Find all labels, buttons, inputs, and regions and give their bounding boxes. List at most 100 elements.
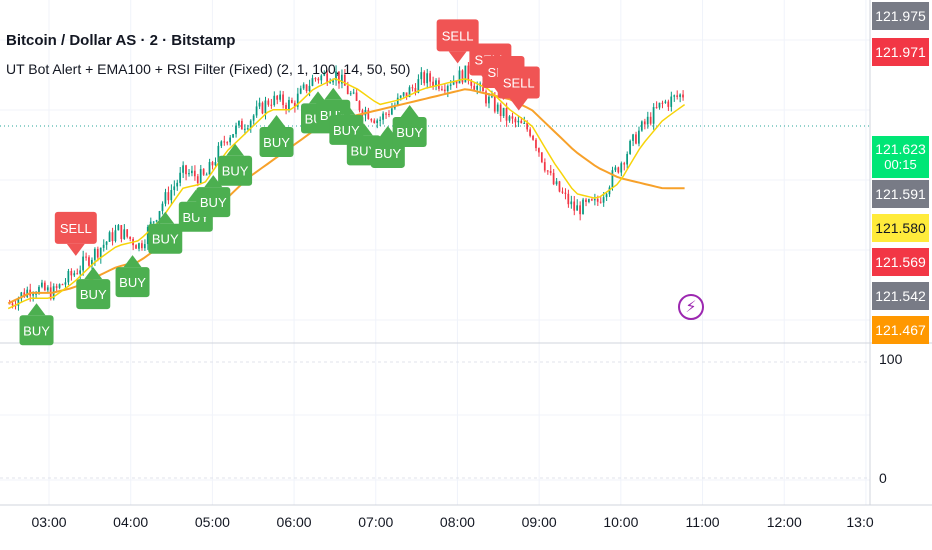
sell-arrow bbox=[509, 98, 528, 111]
candle bbox=[223, 135, 226, 146]
candle-body bbox=[593, 198, 596, 201]
candle-body bbox=[79, 270, 81, 274]
candle-body bbox=[302, 84, 305, 89]
candle bbox=[390, 102, 393, 116]
candle bbox=[573, 196, 576, 216]
candle-body bbox=[555, 181, 558, 185]
buy-arrow bbox=[400, 105, 419, 118]
candle bbox=[540, 152, 543, 164]
candle bbox=[46, 285, 49, 293]
candle bbox=[611, 166, 614, 191]
candle bbox=[373, 118, 376, 124]
candle-body bbox=[629, 140, 631, 154]
candle-body bbox=[41, 282, 43, 287]
candle-body bbox=[535, 139, 537, 149]
buy-signal: BUY bbox=[196, 175, 231, 218]
candle bbox=[496, 102, 499, 114]
candle-body bbox=[229, 137, 231, 143]
candle-body bbox=[11, 303, 14, 306]
candle bbox=[99, 247, 102, 264]
candle bbox=[296, 87, 299, 110]
candle-body bbox=[385, 113, 387, 115]
candle bbox=[120, 224, 123, 243]
candle-body bbox=[235, 125, 237, 135]
buy-arrow bbox=[337, 102, 356, 115]
candle-body bbox=[532, 135, 534, 140]
candle bbox=[402, 92, 405, 99]
candle-body bbox=[88, 257, 90, 266]
candle-body bbox=[158, 211, 161, 221]
candle bbox=[240, 118, 243, 130]
candle-body bbox=[173, 186, 176, 191]
time-tick-label: 08:00 bbox=[439, 514, 475, 530]
candle-body bbox=[349, 93, 352, 95]
candle-body bbox=[232, 134, 234, 138]
price-tag: 121.542 bbox=[872, 282, 929, 310]
time-tick-label: 07:00 bbox=[358, 514, 394, 530]
candle bbox=[358, 100, 361, 113]
candle-body bbox=[573, 201, 576, 211]
candle bbox=[102, 239, 105, 252]
price-tag-value: 121.542 bbox=[875, 287, 926, 304]
symbol-title[interactable]: Bitcoin / Dollar AS · 2 · Bitstamp bbox=[6, 32, 236, 49]
candle bbox=[435, 78, 437, 91]
candle-body bbox=[279, 94, 281, 100]
buy-arrow bbox=[156, 211, 175, 224]
candle-body bbox=[382, 113, 384, 120]
candle bbox=[123, 224, 126, 240]
candle-body bbox=[373, 120, 376, 124]
candle bbox=[173, 180, 176, 196]
candle bbox=[411, 84, 414, 92]
time-tick-label: 11:00 bbox=[685, 514, 720, 530]
candle-body bbox=[70, 270, 73, 276]
candle-body bbox=[443, 89, 446, 92]
candle-body bbox=[55, 286, 58, 288]
candle-body bbox=[567, 193, 570, 205]
candle bbox=[129, 236, 131, 242]
candle bbox=[558, 180, 561, 193]
candle-body bbox=[35, 293, 37, 295]
indicator-title[interactable]: UT Bot Alert + EMA100 + RSI Filter (Fixe… bbox=[6, 61, 411, 77]
candle-body bbox=[617, 167, 620, 173]
candle-body bbox=[117, 225, 120, 231]
candle bbox=[199, 164, 202, 185]
time-tick-label: 13:0 bbox=[846, 514, 874, 530]
candle-body bbox=[270, 104, 273, 106]
sell-label: SELL bbox=[442, 28, 474, 43]
candle-body bbox=[38, 286, 40, 294]
candle bbox=[385, 112, 387, 119]
candle bbox=[514, 116, 517, 128]
price-tag: 121.971 bbox=[872, 38, 929, 66]
candle bbox=[311, 74, 314, 87]
buy-label: BUY bbox=[333, 123, 360, 138]
buy-box bbox=[148, 223, 183, 254]
candle-body bbox=[590, 199, 593, 201]
sell-signal: SELL bbox=[497, 66, 540, 111]
buy-box bbox=[218, 155, 253, 186]
candle-body bbox=[91, 259, 93, 266]
candle bbox=[646, 111, 649, 129]
candle bbox=[261, 101, 264, 115]
candle bbox=[208, 158, 211, 175]
candle bbox=[67, 268, 70, 286]
price-tag: 121.467 bbox=[872, 316, 929, 344]
lightning-icon[interactable]: ⚡ bbox=[678, 294, 704, 320]
candle-body bbox=[611, 170, 614, 188]
candle-body bbox=[670, 96, 673, 107]
candle-body bbox=[467, 65, 470, 81]
candle-body bbox=[588, 199, 590, 202]
candle-body bbox=[558, 181, 561, 192]
candle bbox=[679, 93, 681, 103]
candle-body bbox=[446, 85, 449, 92]
candle-body bbox=[599, 201, 602, 203]
candle bbox=[61, 283, 64, 286]
time-tick-label: 06:00 bbox=[276, 514, 312, 530]
sell-label: SELL bbox=[60, 221, 92, 236]
candle-body bbox=[632, 134, 634, 141]
candle bbox=[614, 165, 617, 173]
candle bbox=[138, 242, 140, 252]
candle-body bbox=[67, 270, 70, 283]
candle bbox=[91, 257, 93, 271]
sell-box bbox=[436, 19, 479, 52]
